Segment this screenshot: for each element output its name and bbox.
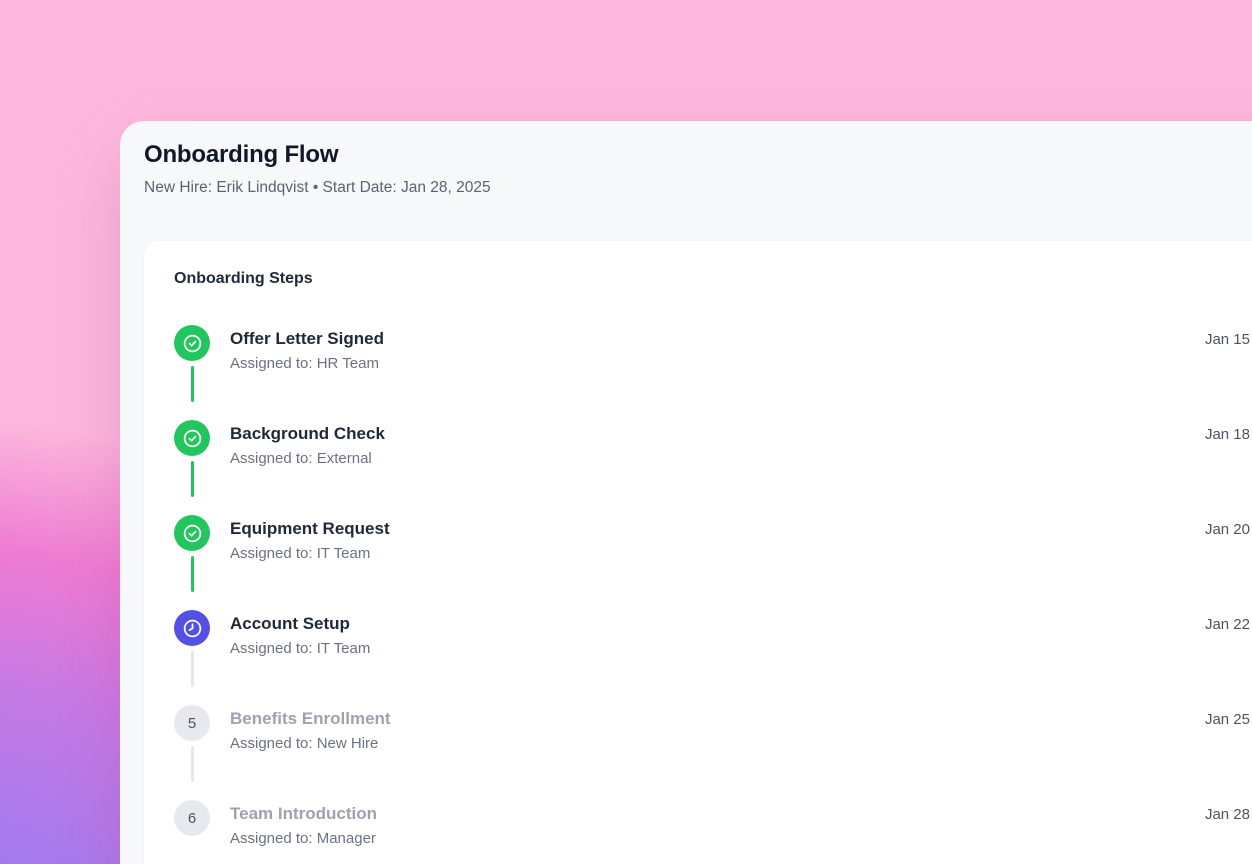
step-assigned-label: Assigned to: IT Team <box>230 544 371 562</box>
step-assigned-label: Assigned to: HR Team <box>230 354 379 372</box>
connector-line <box>190 461 194 497</box>
step-date: Jan 22 <box>1204 616 1250 633</box>
step-assigned-label: Assigned to: Manager <box>230 829 376 847</box>
step-assigned-label: Assigned to: External <box>230 449 372 467</box>
step-assigned-label: Assigned to: New Hire <box>230 734 379 752</box>
step-row: 6 Team Introduction Assigned to: Manager… <box>174 800 1250 864</box>
check-circle-icon <box>174 420 210 456</box>
step-assigned-label: Assigned to: IT Team <box>230 639 371 657</box>
step-row: Account Setup Assigned to: IT Team Jan 2… <box>174 610 1250 705</box>
connector-line <box>190 746 194 782</box>
step-row: Background Check Assigned to: External J… <box>174 420 1250 515</box>
page-subtitle: New Hire: Erik Lindqvist • Start Date: J… <box>144 178 491 196</box>
steps-heading: Onboarding Steps <box>174 270 313 287</box>
check-circle-icon <box>174 515 210 551</box>
step-date: Jan 25 <box>1204 711 1250 728</box>
step-row: Equipment Request Assigned to: IT Team J… <box>174 515 1250 610</box>
step-date: Jan 20 <box>1204 521 1250 538</box>
step-title: Offer Letter Signed <box>230 329 384 348</box>
clock-icon <box>174 610 210 646</box>
steps-list: Offer Letter Signed Assigned to: HR Team… <box>174 325 1250 864</box>
step-number: 6 <box>187 809 197 827</box>
step-number-badge: 6 <box>174 800 210 836</box>
step-title: Background Check <box>230 424 385 443</box>
connector-line <box>190 366 194 402</box>
step-title: Team Introduction <box>230 804 378 823</box>
step-title: Benefits Enrollment <box>230 709 391 728</box>
page-title: Onboarding Flow <box>144 141 339 168</box>
connector-line <box>190 556 194 592</box>
onboarding-steps-card: Onboarding Steps Offer Letter Signed Ass… <box>144 241 1252 864</box>
step-number-badge: 5 <box>174 705 210 741</box>
step-number: 5 <box>187 714 197 732</box>
step-title: Equipment Request <box>230 519 390 538</box>
step-date: Jan 15 <box>1204 331 1250 348</box>
step-date: Jan 28 <box>1204 806 1250 823</box>
step-title: Account Setup <box>230 614 350 633</box>
step-row: 5 Benefits Enrollment Assigned to: New H… <box>174 705 1250 800</box>
step-date: Jan 18 <box>1204 426 1250 443</box>
onboarding-flow-card: Onboarding Flow New Hire: Erik Lindqvist… <box>120 121 1252 864</box>
step-row: Offer Letter Signed Assigned to: HR Team… <box>174 325 1250 420</box>
check-circle-icon <box>174 325 210 361</box>
connector-line <box>190 651 194 687</box>
